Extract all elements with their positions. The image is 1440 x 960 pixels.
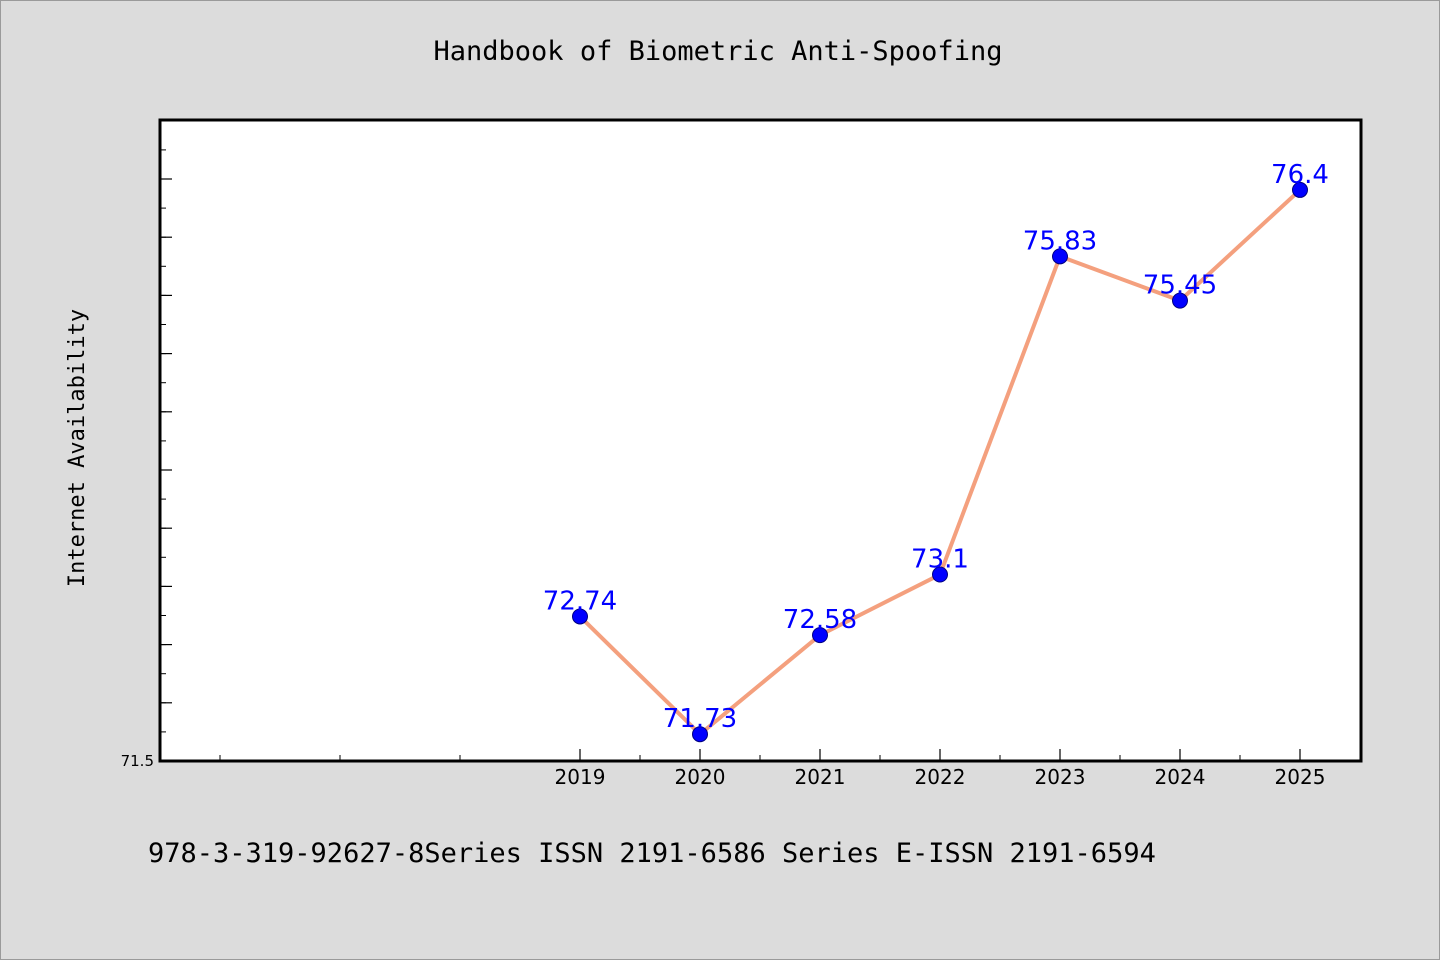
series-line-group	[572, 181, 1308, 743]
data-label: 75.45	[1143, 271, 1217, 301]
data-label: 72.74	[543, 586, 617, 616]
chart-title: Handbook of Biometric Anti-Spoofing	[434, 36, 1003, 67]
data-point	[812, 627, 828, 644]
y-tick-label: 71.5	[121, 752, 154, 770]
y-axis: 71.5	[121, 149, 172, 770]
x-axis: 2019 2020 2021 2022 2023 2024 2025	[219, 749, 1326, 789]
data-point	[1052, 248, 1068, 265]
data-point	[1292, 181, 1308, 198]
data-label: 71.73	[663, 704, 737, 734]
y-axis-label: Internet Availability	[65, 309, 90, 587]
data-point	[932, 566, 948, 583]
data-label: 73.1	[911, 545, 969, 575]
data-label: 76.4	[1271, 160, 1329, 190]
plot-area	[158, 118, 1363, 763]
x-tick-label: 2022	[915, 765, 966, 789]
data-point	[692, 726, 708, 743]
x-tick-label: 2023	[1035, 765, 1086, 789]
x-tick-label: 2025	[1275, 765, 1326, 789]
data-labels-group: 72.74 71.73 72.58 73.1 75.83 75.45 76.4	[543, 160, 1329, 734]
data-label: 75.83	[1023, 226, 1097, 256]
data-point	[572, 608, 588, 625]
x-tick-label: 2019	[555, 765, 606, 789]
footer-note: 978-3-319-92627-8Series ISSN 2191-6586 S…	[148, 838, 1156, 869]
x-tick-label: 2021	[795, 765, 846, 789]
x-tick-label: 2020	[675, 765, 726, 789]
x-tick-label: 2024	[1155, 765, 1206, 789]
data-point	[1172, 292, 1188, 309]
data-label: 72.58	[783, 605, 857, 635]
